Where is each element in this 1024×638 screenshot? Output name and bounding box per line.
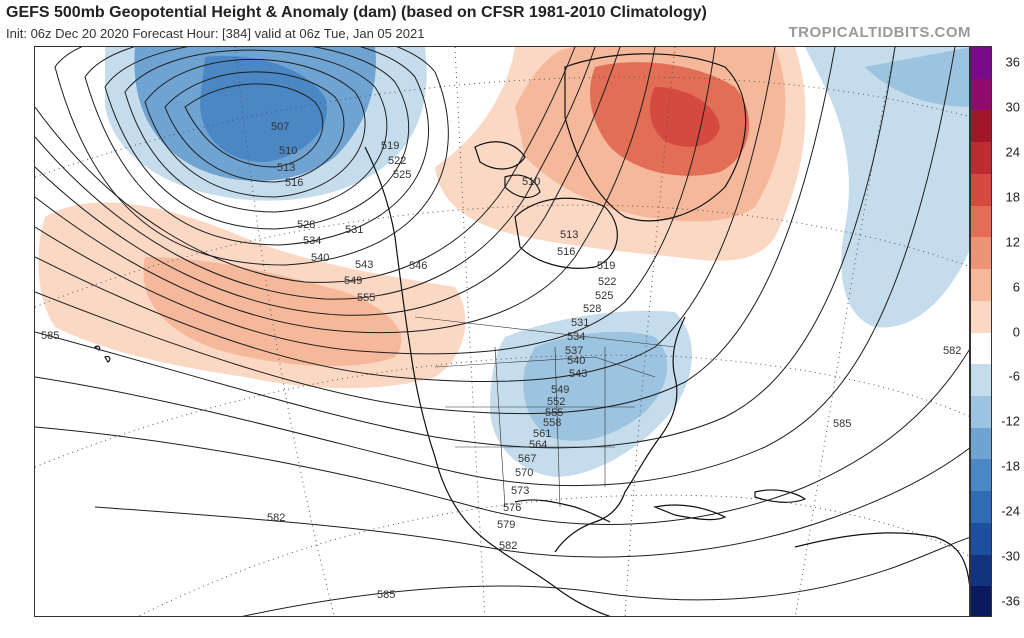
coastlines [93,53,969,616]
contour-label: 513 [560,229,578,241]
contour-label: 573 [511,485,529,497]
contour-label: 570 [515,467,533,479]
anomaly-shading [38,47,969,477]
greenland [564,53,747,222]
colorbar-tick-label: 6 [1012,279,1020,295]
colorbar-segment [971,300,991,334]
brand-watermark: TROPICALTIDBITS.COM [788,24,971,41]
map-subtitle: Init: 06z Dec 20 2020 Forecast Hour: [38… [6,26,425,41]
contour-label: 582 [499,540,517,552]
contour-label: 525 [595,290,613,302]
contour-label: 537 [565,345,583,357]
contour-label: 561 [533,428,551,440]
contour-label: 510 [522,176,540,188]
contour-label: 546 [409,260,427,272]
map-title: GEFS 500mb Geopotential Height & Anomaly… [6,4,707,21]
colorbar-segment [971,459,991,493]
colorbar-tick-label: -30 [1001,548,1020,564]
colorbar-tick-label: -12 [1001,413,1020,429]
anomaly-positive-greenland-center [649,87,720,147]
colorbar-tick-label: 18 [1005,189,1020,205]
contour-label: 528 [297,219,315,231]
contour-label: 522 [388,155,406,167]
contour-label: 567 [518,453,536,465]
colorbar-tick-label: -24 [1001,503,1020,519]
south-america-north [794,532,969,586]
colorbar-segment [971,47,991,80]
colorbar-tick-label: 30 [1005,99,1020,115]
contour-label: 579 [497,519,515,531]
colorbar-segment [971,427,991,461]
colorbar-segment [971,205,991,239]
colorbar-tick-label: -6 [1008,368,1020,384]
map-canvas: 507 510 513 516 519 522 525 528 531 534 … [35,47,969,616]
contour-label: 516 [285,177,303,189]
contour-label: 582 [943,345,961,357]
contour-label: 576 [503,502,521,514]
colorbar-segment [971,173,991,207]
contour-label: 525 [393,169,411,181]
contour-label: 531 [345,224,363,236]
colorbar-tick-label: 12 [1005,234,1020,250]
contour-label: 585 [377,589,395,601]
colorbar-tick-label: -18 [1001,458,1020,474]
contour-label: 534 [567,331,585,343]
contour-label: 549 [551,384,569,396]
contour-label: 552 [547,396,565,408]
contour-label: 585 [833,418,851,430]
contour-label: 543 [355,259,373,271]
colorbar-segment [971,491,991,524]
contour-label: 513 [277,162,295,174]
colorbar-segment [971,269,991,302]
north-america-east-coast [554,316,686,553]
gulf-coast [514,499,611,523]
colorbar-segment [971,110,991,144]
contour-label: 519 [381,140,399,152]
colorbar-segment [971,332,991,366]
contour-label: 549 [344,275,362,287]
colorbar-segment [971,522,991,556]
contour-label: 555 [545,407,563,419]
colorbar-tick-label: 0 [1012,324,1020,339]
cuba [652,504,727,521]
colorbar-tick-label: 24 [1005,144,1020,160]
contour-label: 522 [598,276,616,288]
contour-label: 558 [543,417,561,429]
colorbar-labels: 36 30 24 18 12 6 0 -6 -12 -18 -24 -30 -36 [992,46,1024,617]
contour-labels: 507 510 513 516 519 522 525 528 531 534 … [41,121,961,601]
contour-label: 510 [279,145,297,157]
contour-label: 534 [303,235,321,247]
colorbar-tick-label: 36 [1005,54,1020,70]
anomaly-negative-alaska-center [200,56,327,162]
colorbar-segment [971,364,991,397]
contour-label: 531 [571,317,589,329]
contour-label: 564 [529,439,547,451]
contour-label: 528 [583,303,601,315]
north-america-west-coast [364,146,611,616]
colorbar-segment [971,586,991,616]
contour-label: 516 [557,246,575,258]
colorbar-tick-label: -36 [1001,593,1020,609]
contour-label: 585 [41,330,59,342]
contour-label: 540 [311,252,329,264]
arctic-islands [474,141,541,199]
colorbar-segment [971,237,991,271]
contour-label: 555 [357,292,375,304]
contour-label: 519 [597,260,615,272]
map-panel: 507 510 513 516 519 522 525 528 531 534 … [34,46,970,617]
anomaly-negative-atlantic-ne [865,47,969,107]
colorbar-segment [971,142,991,175]
height-contours [35,47,969,616]
colorbar-segment [971,78,991,112]
contour-label: 507 [271,121,289,133]
contour-label: 543 [569,368,587,380]
colorbar-segment [971,554,991,588]
anomaly-colorbar [970,46,992,617]
contour-label: 582 [267,512,285,524]
colorbar-segment [971,395,991,429]
contour-label: 540 [567,355,585,367]
anomaly-negative-atlantic [805,47,969,328]
hispaniola [754,489,807,503]
